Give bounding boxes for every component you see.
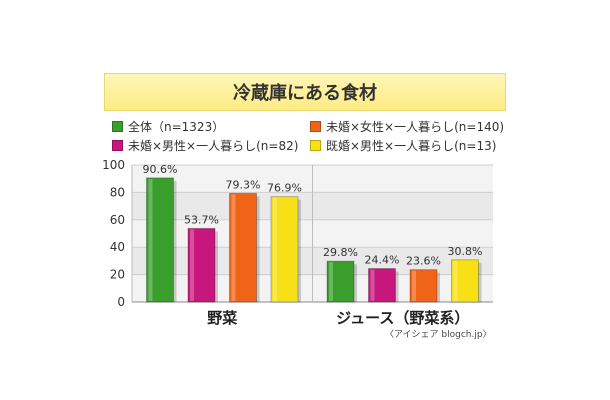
data-label-1-1: 24.4%: [365, 254, 400, 267]
bar-highlight: [190, 229, 194, 301]
legend-label-0: 全体（n=1323）: [128, 120, 225, 134]
legend-label-1: 未婚×男性×一人暮らし(n=82): [128, 139, 299, 153]
bar-1-3: [451, 259, 479, 303]
y-tick-label-3: 60: [110, 213, 125, 227]
bar-1-2: [409, 269, 438, 303]
bar-0-2: [229, 192, 257, 303]
legend-swatch-3: [310, 140, 321, 151]
bar-1-1: [368, 268, 396, 303]
category-label-0: 野菜: [207, 309, 237, 327]
data-label-0-2: 79.3%: [226, 178, 261, 191]
data-label-0-1: 53.7%: [184, 213, 219, 226]
legend-item-2: 未婚×女性×一人暮らし(n=140): [310, 118, 504, 135]
y-tick-label-5: 100: [102, 158, 125, 172]
bar-highlight: [273, 197, 277, 301]
bar-highlight: [231, 194, 236, 301]
chart-title: 冷蔵庫にある食材: [104, 73, 506, 111]
legend-label-3: 既婚×男性×一人暮らし(n=13): [326, 139, 497, 153]
bar-highlight: [412, 270, 416, 301]
legend-swatch-1: [112, 140, 123, 151]
legend-item-1: 未婚×男性×一人暮らし(n=82): [112, 137, 298, 154]
legend-item-0: 全体（n=1323）: [112, 118, 224, 135]
legend-swatch-0: [112, 121, 123, 132]
bar-highlight: [329, 262, 333, 301]
legend-swatch-2: [310, 121, 321, 132]
bar-0-0: [146, 177, 174, 303]
legend-label-2: 未婚×女性×一人暮らし(n=140): [326, 120, 505, 134]
y-tick-label-1: 20: [110, 268, 125, 282]
bar-0-3: [270, 196, 299, 303]
bar-highlight: [453, 260, 458, 301]
y-tick-label-4: 80: [110, 185, 125, 199]
data-label-0-0: 90.6%: [143, 163, 178, 176]
data-label-1-2: 23.6%: [406, 255, 441, 268]
data-label-0-3: 76.9%: [267, 182, 302, 195]
legend: 全体（n=1323） 未婚×男性×一人暮らし(n=82) 未婚×女性×一人暮らし…: [112, 118, 532, 158]
category-label-1: ジュース（野菜系）: [336, 309, 469, 327]
data-label-1-0: 29.8%: [323, 246, 358, 259]
legend-item-3: 既婚×男性×一人暮らし(n=13): [310, 137, 496, 154]
bar-highlight: [370, 269, 375, 301]
source-credit: 〈アイシェア blogch.jp〉: [385, 330, 492, 340]
y-tick-label-2: 40: [110, 240, 125, 254]
bar-1-0: [326, 260, 355, 303]
bar-0-1: [187, 227, 216, 303]
bar-highlight: [148, 178, 153, 301]
data-label-1-3: 30.8%: [448, 245, 483, 258]
y-tick-label-0: 0: [117, 295, 125, 309]
